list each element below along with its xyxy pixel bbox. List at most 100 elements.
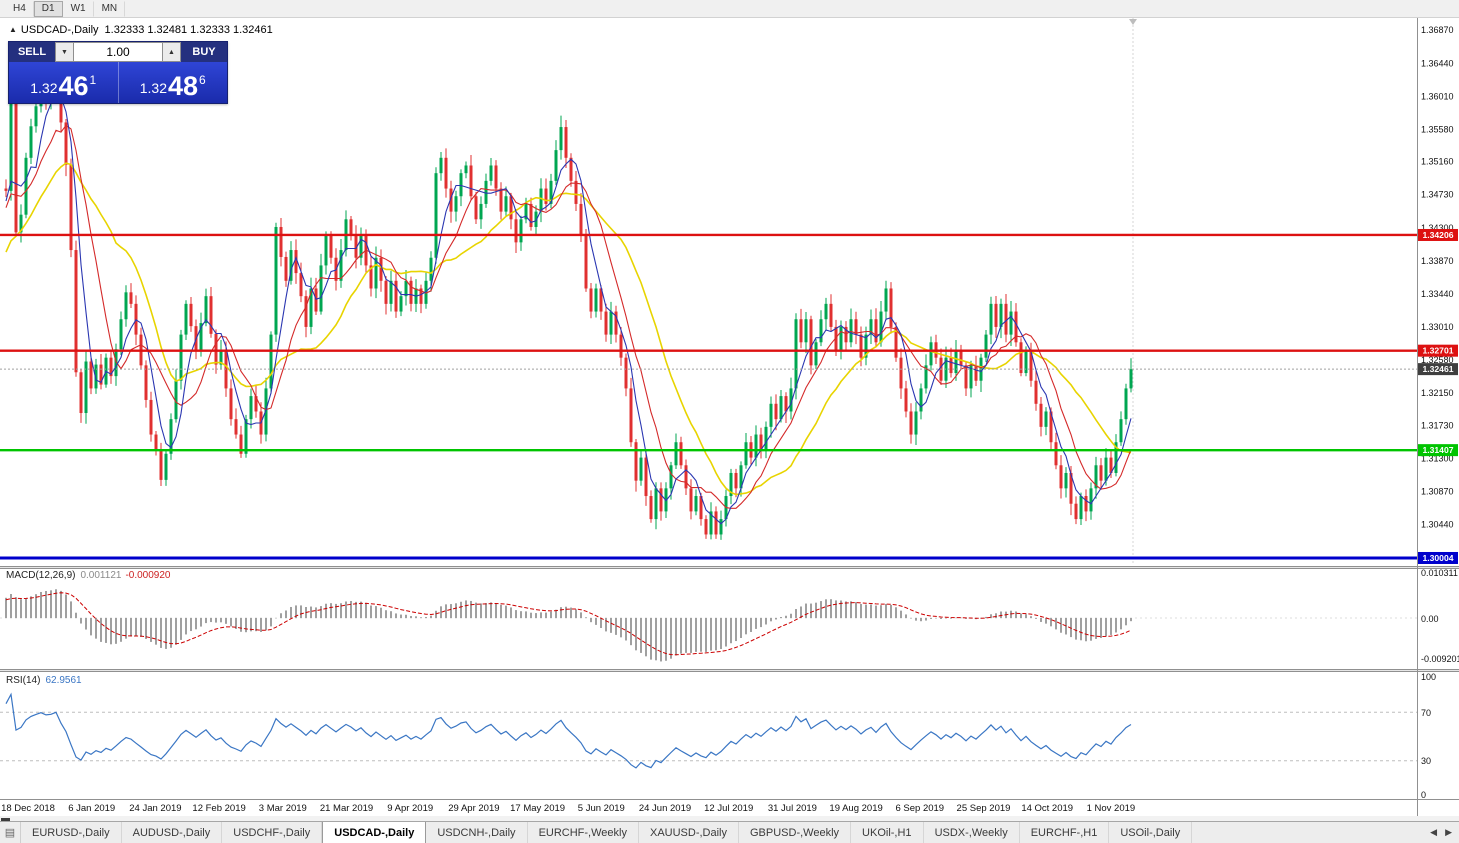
svg-text:1.34206: 1.34206 [1422,230,1453,240]
date-axis: 18 Dec 2018 6 Jan 2019 24 Jan 2019 12 Feb 2… [1,803,1135,814]
buy-price-display[interactable]: 1.32 48 6 [117,62,228,103]
svg-text:25 Sep 2019: 25 Sep 2019 [957,803,1011,814]
chart-title: ▲ USDCAD-,Daily 1.32333 1.32481 1.32333 1.… [9,24,273,36]
horizontal-scrollbar[interactable] [0,816,1459,822]
tab-usdx-weekly[interactable]: USDX-,Weekly [924,822,1020,843]
svg-text:3 Mar 2019: 3 Mar 2019 [259,803,307,814]
svg-text:0.00: 0.00 [1421,614,1439,624]
tab-eurchf-weekly[interactable]: EURCHF-,Weekly [528,822,639,843]
price-scale-badges: 1.34206 1.32701 1.31407 1.30004 1.32461 [1418,228,1458,564]
sell-button[interactable]: SELL [17,46,47,58]
macd-name: MACD(12,26,9) [6,570,76,581]
rsi-indicator-label: RSI(14) 62.9561 [6,675,82,686]
svg-text:30: 30 [1421,756,1431,766]
svg-text:1.32461: 1.32461 [1422,364,1453,374]
svg-text:-0.009201: -0.009201 [1421,654,1459,664]
buy-price-point: 6 [199,73,206,87]
sell-price-base: 1.32 [30,80,58,96]
buy-button[interactable]: BUY [192,46,216,58]
svg-text:1.31730: 1.31730 [1421,420,1454,430]
volume-decrease-button[interactable]: ▼ [55,42,74,62]
svg-text:1.30870: 1.30870 [1421,486,1454,496]
svg-text:1.31300: 1.31300 [1421,453,1454,463]
svg-text:12 Feb 2019: 12 Feb 2019 [192,803,245,814]
timeframe-d1-button[interactable]: D1 [33,0,63,17]
svg-text:1.35160: 1.35160 [1421,157,1454,167]
svg-text:0.010311: 0.010311 [1421,568,1458,578]
svg-text:21 Mar 2019: 21 Mar 2019 [320,803,373,814]
svg-text:100: 100 [1421,672,1436,682]
svg-text:1.36010: 1.36010 [1421,91,1454,101]
macd-panel [0,589,1417,662]
tab-ukoil-h1[interactable]: UKOil-,H1 [851,822,924,843]
svg-text:24 Jan 2019: 24 Jan 2019 [129,803,181,814]
tab-scroll-right-icon[interactable]: ▶ [1445,827,1452,837]
chart-tab-bar: ▤ EURUSD-,Daily AUDUSD-,Daily USDCHF-,Daily… [0,821,1459,843]
svg-text:1.36440: 1.36440 [1421,58,1454,68]
ma-mid-line [5,124,1132,509]
timeframe-h4-button[interactable]: H4 [5,0,34,17]
svg-text:1.35580: 1.35580 [1421,124,1454,134]
tab-usdcad-daily[interactable]: USDCAD-,Daily [322,822,427,843]
buy-price-pips: 48 [168,71,199,101]
chart-expand-icon: ▲ [9,25,17,34]
volume-input[interactable]: 1.00 [74,42,162,62]
svg-text:1 Nov 2019: 1 Nov 2019 [1087,803,1136,814]
moving-average-lines [5,92,1132,525]
macd-main-value: 0.001121 [80,570,122,581]
macd-indicator-label: MACD(12,26,9) 0.001121 -0.000920 [6,570,170,581]
sell-price-pips: 46 [58,71,89,101]
svg-text:1.30004: 1.30004 [1422,553,1453,563]
svg-text:14 Oct 2019: 14 Oct 2019 [1021,803,1073,814]
svg-text:19 Aug 2019: 19 Aug 2019 [829,803,882,814]
svg-text:1.32150: 1.32150 [1421,388,1454,398]
tab-usdchf-daily[interactable]: USDCHF-,Daily [222,822,323,843]
tab-xauusd-daily[interactable]: XAUUSD-,Daily [639,822,739,843]
volume-increase-button[interactable]: ▲ [162,42,181,62]
chart-list-icon[interactable]: ▤ [0,822,21,843]
tab-usdcnh-daily[interactable]: USDCNH-,Daily [426,822,528,843]
timeframe-w1-button[interactable]: W1 [63,0,94,17]
timeframe-mn-button[interactable]: MN [94,0,126,17]
svg-text:1.33010: 1.33010 [1421,322,1454,332]
horizontal-level-lines[interactable] [0,233,1417,560]
svg-text:9 Apr 2019: 9 Apr 2019 [387,803,433,814]
tab-usoil-daily[interactable]: USOil-,Daily [1109,822,1193,843]
panel-separators[interactable] [0,17,1459,822]
tab-eurusd-daily[interactable]: EURUSD-,Daily [21,822,122,843]
svg-text:1.34300: 1.34300 [1421,223,1454,233]
svg-text:12 Jul 2019: 12 Jul 2019 [704,803,753,814]
rsi-name: RSI(14) [6,675,41,686]
svg-text:1.34730: 1.34730 [1421,190,1454,200]
tab-eurchf-h1[interactable]: EURCHF-,H1 [1020,822,1110,843]
svg-text:6 Sep 2019: 6 Sep 2019 [895,803,944,814]
rsi-line [5,692,1132,769]
tab-scroll-left-icon[interactable]: ◀ [1430,827,1438,837]
macd-signal-line [5,592,1132,656]
svg-text:1.32580: 1.32580 [1421,355,1454,365]
ma-slow-line [5,162,1132,496]
svg-text:29 Apr 2019: 29 Apr 2019 [448,803,499,814]
tab-audusd-daily[interactable]: AUDUSD-,Daily [122,822,223,843]
ma-fast-line [5,92,1132,525]
rsi-value: 62.9561 [45,675,82,686]
buy-price-base: 1.32 [139,80,167,96]
candlestick-series [4,68,1133,540]
svg-text:18 Dec 2018: 18 Dec 2018 [1,803,55,814]
svg-text:1.36870: 1.36870 [1421,25,1454,35]
svg-text:0: 0 [1421,790,1426,800]
svg-text:31 Jul 2019: 31 Jul 2019 [768,803,817,814]
svg-text:6 Jan 2019: 6 Jan 2019 [68,803,115,814]
chart-shift-marker [1129,17,1137,565]
sell-price-point: 1 [89,73,97,87]
svg-text:1.30440: 1.30440 [1421,519,1454,529]
svg-text:1.33870: 1.33870 [1421,256,1454,266]
one-click-trading-panel: SELL ▼ 1.00 ▲ BUY 1.32 46 1 1.32 48 6 [8,41,228,104]
sell-price-display[interactable]: 1.32 46 1 [9,62,118,103]
macd-signal-value: -0.000920 [125,570,171,581]
tab-gbpusd-weekly[interactable]: GBPUSD-,Weekly [739,822,852,843]
timeframe-toolbar: H4 D1 W1 MN [0,0,1459,18]
chart-symbol-period: USDCAD-,Daily [20,24,99,36]
svg-text:1.33440: 1.33440 [1421,289,1454,299]
